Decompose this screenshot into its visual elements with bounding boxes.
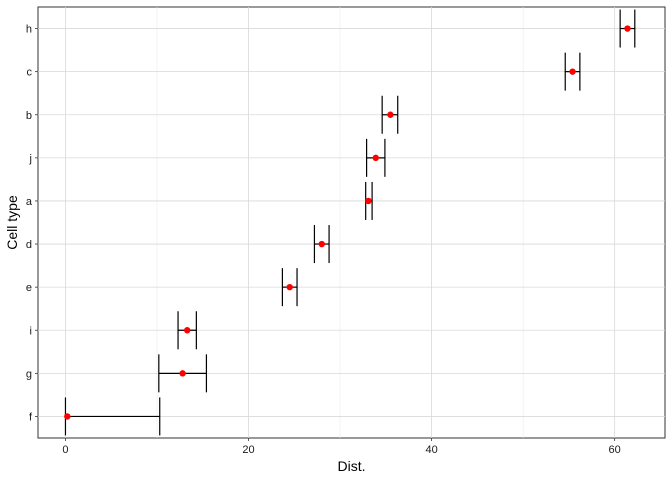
y-tick-label: h	[26, 24, 32, 36]
y-tick-label: i	[30, 325, 32, 337]
x-axis-title: Dist.	[338, 458, 366, 474]
data-point-f	[64, 413, 71, 420]
y-tick-label: b	[26, 110, 32, 122]
y-tick-label: j	[29, 153, 32, 165]
data-point-a	[365, 197, 372, 205]
data-points	[64, 25, 631, 420]
data-point-j	[372, 154, 379, 162]
data-point-i	[183, 327, 191, 334]
x-tick-label: 60	[609, 444, 621, 456]
x-axis-ticks: 0 20 40 60	[62, 438, 621, 456]
data-point-e	[286, 283, 293, 291]
y-tick-label: f	[29, 411, 33, 423]
y-tick-label: c	[27, 67, 33, 79]
y-axis-title: Cell type	[4, 195, 20, 250]
y-tick-label: a	[26, 196, 33, 208]
data-point-h	[624, 25, 631, 32]
grid-lines	[38, 7, 665, 438]
y-tick-label: e	[26, 282, 32, 294]
data-point-d	[318, 240, 325, 248]
y-tick-label: g	[26, 368, 32, 380]
data-point-g	[179, 370, 186, 377]
y-tick-label: d	[26, 239, 32, 251]
data-point-b	[387, 111, 394, 118]
x-tick-label: 40	[425, 444, 437, 456]
x-tick-label: 20	[242, 444, 254, 456]
y-axis-ticks: f g i e d a j b c h	[26, 24, 38, 423]
x-tick-label: 0	[62, 444, 68, 456]
data-point-c	[569, 68, 576, 75]
plot-panel	[37, 6, 666, 439]
